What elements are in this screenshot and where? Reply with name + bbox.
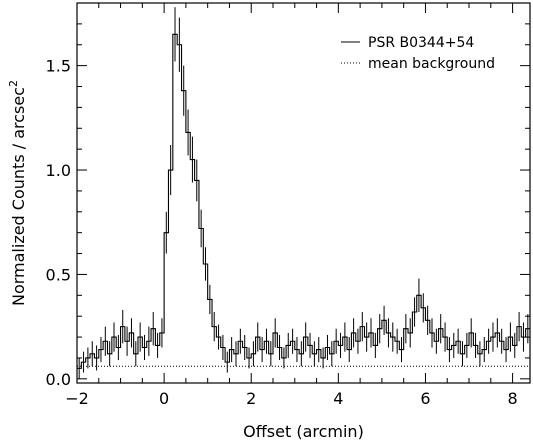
y-tick-label: 1.0 [46, 161, 71, 180]
x-tick-label: 2 [246, 389, 256, 408]
y-axis-label-main: Normalized Counts / arcsec [9, 87, 28, 306]
axis-labels: Offset (arcmin) Normalized Counts / arcs… [7, 80, 364, 441]
histogram-line [77, 33, 530, 369]
y-axis-label-superscript: 2 [7, 80, 20, 87]
legend-label: mean background [368, 56, 495, 72]
y-tick-label: 0.5 [46, 265, 71, 284]
x-tick-label: 6 [420, 389, 430, 408]
legend: PSR B0344+54 mean background [341, 35, 495, 72]
x-tick-label: 8 [507, 389, 517, 408]
plot-frame [76, 2, 531, 384]
x-tick-label: 0 [159, 389, 169, 408]
legend-label: PSR B0344+54 [368, 35, 474, 51]
y-tick-label: 0.0 [46, 370, 71, 389]
axes-layer: −2 0 2 4 6 8 0.0 0.5 1.0 1.5 [46, 2, 531, 408]
x-tick-label: −2 [65, 389, 89, 408]
y-axis-label: Normalized Counts / arcsec2 [7, 80, 28, 306]
x-tick-label: 4 [333, 389, 343, 408]
x-axis-label: Offset (arcmin) [243, 422, 364, 441]
y-tick-label: 1.5 [46, 57, 71, 76]
